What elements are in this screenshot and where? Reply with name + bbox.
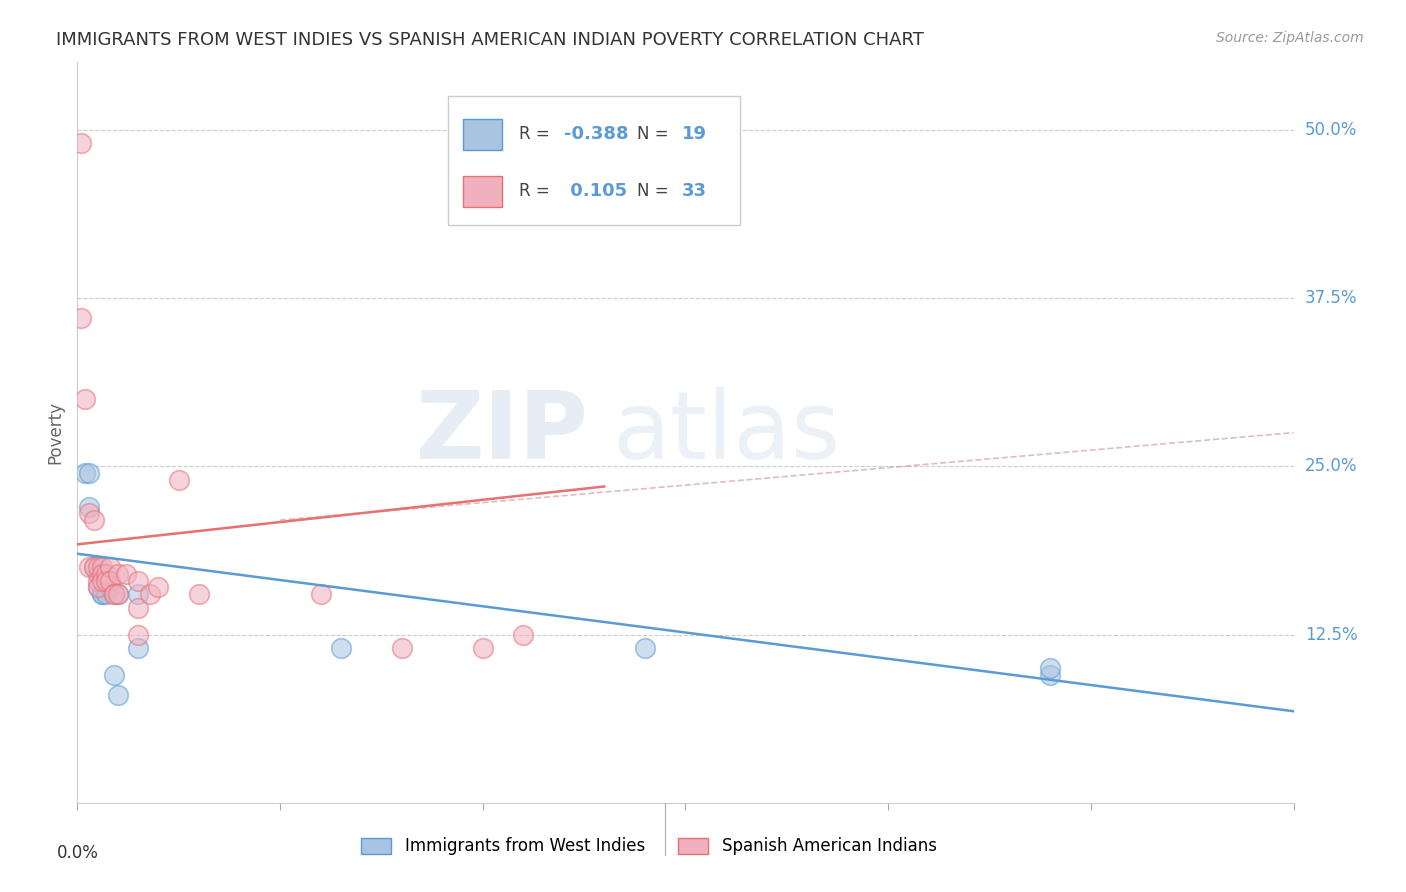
FancyBboxPatch shape bbox=[463, 176, 502, 207]
Text: N =: N = bbox=[637, 125, 673, 144]
Text: N =: N = bbox=[637, 182, 673, 201]
Point bbox=[86, 566, 108, 581]
Point bbox=[70, 136, 93, 151]
Point bbox=[90, 566, 112, 581]
Point bbox=[103, 587, 125, 601]
Point bbox=[471, 640, 494, 655]
Point bbox=[98, 560, 121, 574]
Point bbox=[79, 560, 101, 574]
Point bbox=[75, 466, 97, 480]
Text: 19: 19 bbox=[682, 125, 707, 144]
Text: -0.388: -0.388 bbox=[564, 125, 628, 144]
Point bbox=[167, 473, 190, 487]
Text: ZIP: ZIP bbox=[415, 386, 588, 479]
Point bbox=[512, 627, 534, 641]
Point bbox=[309, 587, 332, 601]
Point bbox=[103, 668, 125, 682]
FancyBboxPatch shape bbox=[449, 95, 740, 226]
Point bbox=[90, 560, 112, 574]
Text: Source: ZipAtlas.com: Source: ZipAtlas.com bbox=[1216, 31, 1364, 45]
Point bbox=[148, 581, 170, 595]
Point bbox=[94, 574, 117, 588]
Point bbox=[98, 581, 121, 595]
Text: R =: R = bbox=[519, 182, 555, 201]
Point bbox=[98, 574, 121, 588]
Point bbox=[79, 500, 101, 514]
Point bbox=[107, 587, 129, 601]
Point bbox=[90, 587, 112, 601]
Point bbox=[107, 587, 129, 601]
Point bbox=[83, 560, 105, 574]
Text: IMMIGRANTS FROM WEST INDIES VS SPANISH AMERICAN INDIAN POVERTY CORRELATION CHART: IMMIGRANTS FROM WEST INDIES VS SPANISH A… bbox=[56, 31, 924, 49]
Point bbox=[115, 566, 138, 581]
Point bbox=[107, 688, 129, 702]
Text: 0.105: 0.105 bbox=[564, 182, 627, 201]
Point bbox=[83, 560, 105, 574]
Text: R =: R = bbox=[519, 125, 555, 144]
Point bbox=[86, 560, 108, 574]
Point bbox=[127, 574, 149, 588]
Point bbox=[83, 513, 105, 527]
Text: atlas: atlas bbox=[613, 386, 841, 479]
Point bbox=[127, 640, 149, 655]
FancyBboxPatch shape bbox=[463, 119, 502, 150]
Text: 50.0%: 50.0% bbox=[1305, 120, 1357, 139]
Point bbox=[103, 587, 125, 601]
Point bbox=[70, 311, 93, 326]
Point bbox=[127, 627, 149, 641]
Y-axis label: Poverty: Poverty bbox=[46, 401, 65, 464]
Point bbox=[329, 640, 352, 655]
Point bbox=[94, 587, 117, 601]
Text: 25.0%: 25.0% bbox=[1305, 458, 1357, 475]
Text: 0.0%: 0.0% bbox=[56, 844, 98, 862]
Point bbox=[86, 574, 108, 588]
Point bbox=[1039, 661, 1062, 675]
Point bbox=[1039, 668, 1062, 682]
Point bbox=[79, 507, 101, 521]
Point bbox=[86, 581, 108, 595]
Point bbox=[634, 640, 657, 655]
Point bbox=[127, 587, 149, 601]
Text: 37.5%: 37.5% bbox=[1305, 289, 1357, 307]
Point bbox=[75, 392, 97, 406]
Point bbox=[94, 566, 117, 581]
Legend: Immigrants from West Indies, Spanish American Indians: Immigrants from West Indies, Spanish Ame… bbox=[354, 830, 943, 862]
Point bbox=[127, 600, 149, 615]
Text: 33: 33 bbox=[682, 182, 707, 201]
Point bbox=[107, 566, 129, 581]
Point bbox=[90, 587, 112, 601]
Point bbox=[188, 587, 211, 601]
Point bbox=[139, 587, 162, 601]
Point bbox=[90, 574, 112, 588]
Point bbox=[86, 581, 108, 595]
Point bbox=[79, 466, 101, 480]
Text: 12.5%: 12.5% bbox=[1305, 625, 1357, 643]
Point bbox=[391, 640, 413, 655]
